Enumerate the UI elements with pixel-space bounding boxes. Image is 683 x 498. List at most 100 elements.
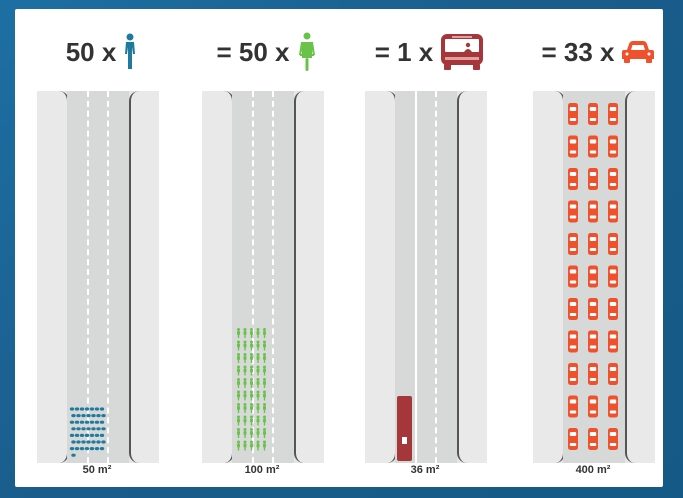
car-mark: [588, 363, 598, 385]
car-mark: [568, 200, 578, 223]
pedestrian-mark: [99, 433, 105, 437]
car-mark: [588, 330, 598, 353]
pedestrian-mark: [84, 420, 90, 424]
car-area-label: 400 m²: [575, 464, 611, 476]
pedestrian-mark: [76, 427, 81, 431]
pedestrian-mark: [79, 407, 85, 411]
car-mark: [568, 330, 578, 353]
pedestrian-mark: [69, 407, 75, 411]
car-mark: [588, 103, 598, 125]
pedestrian-mark: [101, 427, 106, 431]
cyclist-mark: [243, 403, 247, 413]
cyclist-mark: [250, 415, 253, 426]
pedestrian-mark: [94, 420, 100, 424]
cyclist-mark: [243, 365, 247, 376]
cyclist-mark: [263, 415, 266, 426]
cyclist-heading: = 50 x: [202, 27, 332, 77]
car-mark: [568, 233, 578, 255]
cyclist-mark: [237, 390, 240, 401]
cyclist-mark: [250, 328, 253, 338]
pedestrian-column: 50 x 50 m²: [37, 9, 167, 487]
cyclist-mark: [250, 403, 253, 413]
cyclist-mark: [243, 328, 247, 338]
pedestrian-mark: [74, 433, 80, 437]
pedestrian-mark: [71, 427, 76, 431]
car-heading: = 33 x: [533, 27, 663, 77]
pedestrian-mark: [84, 433, 90, 437]
cyclist-mark: [243, 353, 247, 363]
pedestrian-mark: [79, 433, 85, 437]
pedestrian-icon: [122, 33, 138, 71]
bus-column: = 1 x 36 m²: [365, 9, 495, 487]
cyclist-mark: [250, 378, 253, 388]
pedestrian-mark: [69, 433, 75, 437]
pedestrian-mark: [79, 447, 85, 451]
pedestrian-group: [69, 407, 106, 457]
pedestrian-count-label: 50 x: [65, 36, 117, 67]
car-mark: [608, 135, 618, 158]
pedestrian-mark: [84, 407, 90, 411]
car-group: [568, 103, 618, 450]
car-mark: [608, 200, 618, 223]
pedestrian-mark: [94, 447, 100, 451]
bus-shape: [397, 396, 412, 461]
car-mark: [588, 395, 598, 418]
car-mark: [568, 363, 578, 385]
pedestrian-mark: [76, 414, 81, 418]
pedestrian-mark: [89, 433, 95, 437]
car-mark: [568, 265, 578, 288]
pedestrian-mark: [101, 440, 106, 444]
pedestrian-mark: [74, 420, 80, 424]
pedestrian-mark: [81, 427, 86, 431]
pedestrian-mark: [84, 447, 90, 451]
pedestrian-mark: [81, 440, 86, 444]
pedestrian-mark: [71, 414, 76, 418]
car-mark: [588, 168, 598, 190]
pedestrian-area-label: 50 m²: [82, 464, 112, 476]
cyclist-mark: [263, 440, 266, 451]
cyclist-mark: [250, 365, 253, 376]
cyclist-mark: [263, 378, 266, 388]
pedestrian-mark: [86, 414, 91, 418]
cyclist-mark: [237, 340, 240, 351]
cyclist-mark: [250, 390, 253, 401]
car-mark: [608, 298, 618, 320]
pedestrian-mark: [99, 447, 105, 451]
pedestrian-mark: [86, 440, 91, 444]
car-mark: [588, 298, 598, 320]
car-mark: [588, 233, 598, 255]
pedestrian-mark: [91, 414, 96, 418]
cyclist-mark: [237, 403, 240, 413]
cyclist-mark: [263, 340, 266, 351]
cyclist-mark: [263, 353, 266, 363]
bus-heading: = 1 x: [365, 27, 495, 77]
car-mark: [608, 168, 618, 190]
car-mark: [568, 395, 578, 418]
car-mark: [608, 103, 618, 125]
pedestrian-mark: [86, 427, 91, 431]
cyclist-mark: [256, 353, 260, 363]
pedestrian-mark: [74, 407, 80, 411]
pedestrian-mark: [94, 433, 100, 437]
pedestrian-mark: [69, 420, 75, 424]
cyclist-mark: [263, 328, 266, 338]
pedestrian-mark: [96, 427, 101, 431]
pedestrian-mark: [94, 407, 100, 411]
cyclist-mark: [263, 365, 266, 376]
cyclist-mark: [256, 390, 260, 401]
cyclist-column: = 50 x 100 m²: [202, 9, 332, 487]
car-mark: [568, 103, 578, 125]
cyclist-mark: [256, 440, 260, 451]
cyclist-group: [237, 328, 266, 451]
cyclist-mark: [237, 328, 240, 338]
car-column: = 33 x 400 m²: [533, 9, 663, 487]
cyclist-mark: [237, 415, 240, 426]
cyclist-mark: [263, 403, 266, 413]
car-mark: [608, 428, 618, 450]
road-car: [533, 91, 655, 463]
car-mark: [608, 363, 618, 385]
car-mark: [588, 265, 598, 288]
cyclist-mark: [256, 378, 260, 388]
cyclist-mark: [256, 340, 260, 351]
pedestrian-mark: [99, 407, 105, 411]
